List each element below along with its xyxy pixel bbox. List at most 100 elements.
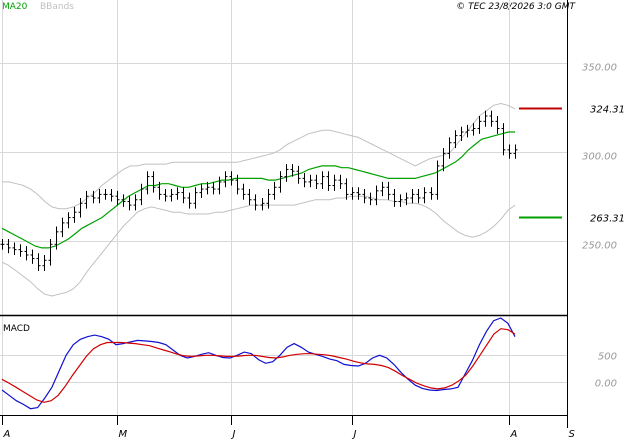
macd-signal-line [1, 328, 516, 403]
price-bar [290, 164, 295, 177]
price-bar [211, 181, 216, 195]
price-bar [78, 197, 83, 218]
price-tick-label: 300.00 [582, 152, 617, 163]
price-bar [362, 189, 367, 204]
price-bar [151, 171, 156, 193]
price-bar [145, 171, 150, 195]
price-bar [356, 187, 361, 200]
price-bar [235, 174, 240, 195]
price-bar [278, 171, 283, 193]
price-bar [12, 242, 17, 255]
price-bar [97, 189, 102, 204]
bband-lower-line [1, 195, 516, 297]
x-tick-label: S [569, 429, 576, 440]
price-bar [465, 124, 470, 138]
macd-grid [0, 355, 567, 383]
bband-upper-line [2, 102, 516, 210]
price-bar [374, 185, 379, 206]
price-bar [332, 174, 337, 191]
price-bar [66, 212, 71, 229]
price-bar [296, 165, 301, 184]
price-bar [416, 189, 421, 204]
price-levels: 324.31 263.31 [519, 105, 625, 225]
price-bar [157, 181, 162, 200]
price-bar [284, 164, 289, 182]
price-bar [368, 192, 373, 206]
price-bar [48, 238, 53, 266]
price-bar [121, 194, 126, 207]
price-bar [398, 194, 403, 207]
price-tick-label: 250.00 [582, 241, 617, 252]
price-bar [422, 187, 427, 204]
price-bar [24, 246, 29, 261]
price-bar [199, 183, 204, 198]
macd-tick-label: 0.00 [595, 379, 617, 390]
price-bar [350, 187, 355, 200]
x-tick-label: A [510, 429, 518, 440]
price-bar [314, 174, 319, 190]
price-bar [133, 194, 138, 211]
ma20-line [1, 131, 515, 249]
price-bar [447, 137, 452, 159]
x-tick-label: A [3, 429, 11, 440]
price-bar [72, 206, 77, 223]
price-bar [241, 183, 246, 200]
price-bar [308, 174, 313, 188]
price-bar [169, 189, 174, 202]
price-bar [109, 189, 114, 202]
price-bars [0, 110, 518, 272]
price-bar [501, 123, 506, 156]
level-label: 324.31 [590, 105, 625, 116]
price-bar [459, 126, 464, 141]
price-bar [6, 238, 11, 254]
price-bar [205, 181, 210, 195]
macd-lines [1, 317, 516, 410]
price-bar [175, 187, 180, 200]
macd-tick-label: 500 [598, 352, 617, 363]
price-bar [326, 171, 331, 191]
price-bar [30, 249, 35, 264]
price-bar [392, 189, 397, 207]
price-bar [36, 253, 41, 272]
price-bar [260, 197, 265, 211]
price-bar [84, 190, 89, 209]
price-bar [477, 116, 482, 134]
price-bar [187, 192, 192, 209]
price-bar [247, 189, 252, 206]
x-tick-label: J [231, 429, 236, 440]
macd-line [1, 317, 516, 410]
price-bar [103, 189, 108, 200]
price-bar [181, 187, 186, 204]
price-bar [380, 181, 385, 197]
price-bar [483, 110, 488, 127]
legend-ma20: MA20 [2, 2, 28, 12]
legend-bbands: BBands [40, 2, 74, 12]
price-bar [404, 192, 409, 206]
price-bar [513, 144, 518, 159]
price-grid [0, 0, 568, 415]
price-bar [302, 173, 307, 188]
price-bar [253, 194, 258, 211]
price-bar [0, 238, 5, 250]
bollinger-bands [1, 102, 516, 297]
macd-y-axis: 500 0.00 [595, 352, 617, 390]
price-bar [429, 187, 434, 200]
price-bar [453, 130, 458, 149]
price-bar [410, 189, 415, 204]
price-bar [266, 189, 271, 209]
price-bar [54, 226, 59, 250]
price-bar [127, 196, 132, 211]
price-bar [272, 181, 277, 200]
price-bar [229, 171, 234, 186]
price-bar [217, 176, 222, 195]
price-bar [338, 174, 343, 190]
price-bar [139, 183, 144, 206]
price-bar [193, 187, 198, 209]
price-bar [386, 181, 391, 200]
price-bar [163, 189, 168, 202]
x-tick-label: J [352, 429, 357, 440]
price-bar [91, 190, 96, 204]
price-bar [115, 190, 120, 206]
macd-title: MACD [3, 324, 30, 334]
